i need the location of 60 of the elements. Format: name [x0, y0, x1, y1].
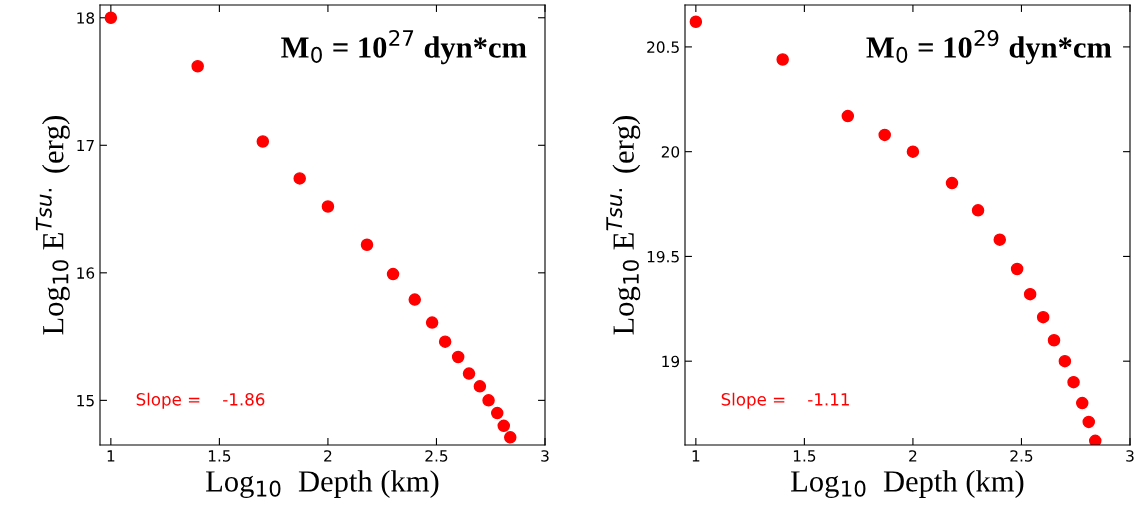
- y-tick-label: 20.5: [647, 41, 679, 53]
- x-tick-label: 2: [324, 450, 332, 462]
- point: [1023, 287, 1037, 301]
- point: [438, 335, 452, 348]
- x-axis-title: Log$_{10}$ Depth (km): [206, 470, 439, 498]
- x-axis-title: Log$_{10}$ Depth (km): [791, 470, 1024, 498]
- point: [104, 11, 118, 25]
- point: [841, 109, 855, 123]
- point: [1010, 262, 1024, 276]
- y-axis-title: Log$_{10}$ E$^{Tsu.}$ (erg): [35, 116, 70, 335]
- y-axis-title: Log$_{10}$ E$^{Tsu.}$ (erg): [606, 116, 641, 335]
- point: [1036, 310, 1050, 324]
- point: [1082, 415, 1096, 429]
- point: [321, 200, 335, 213]
- x-tick-label: 1.5: [793, 450, 816, 462]
- point: [256, 135, 270, 148]
- y-tick-label: 18: [77, 12, 95, 24]
- point: [191, 59, 204, 73]
- point: [906, 145, 920, 158]
- point: [971, 204, 985, 217]
- point: [1067, 375, 1080, 389]
- point: [473, 380, 487, 393]
- x-tick-label: 2.5: [425, 450, 448, 462]
- x-tick-label: 2.5: [1010, 450, 1033, 462]
- point: [386, 267, 400, 281]
- x-tick-label: 3: [1126, 450, 1134, 462]
- y-tick-label: 17: [77, 139, 94, 152]
- point: [689, 15, 703, 29]
- point: [878, 128, 891, 142]
- y-tick-label: 15: [77, 395, 94, 407]
- annotation: Slope = -1.11: [721, 392, 849, 409]
- annotation: M$_{0}$ = 10$^{27}$ dyn*cm: [281, 29, 527, 65]
- point: [945, 176, 959, 190]
- y-tick-label: 19.5: [647, 250, 679, 263]
- point: [504, 431, 517, 444]
- point: [1075, 396, 1089, 410]
- point: [293, 172, 306, 185]
- point: [497, 419, 511, 433]
- point: [776, 53, 789, 66]
- point: [482, 394, 495, 407]
- point: [993, 233, 1007, 246]
- point: [425, 316, 439, 329]
- x-tick-label: 3: [541, 450, 549, 462]
- point: [408, 293, 422, 306]
- annotation: Slope = -1.86: [136, 392, 265, 409]
- y-tick-label: 19: [662, 355, 680, 368]
- point: [1058, 354, 1072, 368]
- x-tick-label: 1.5: [208, 450, 231, 462]
- point: [490, 406, 504, 420]
- point: [360, 238, 374, 252]
- y-tick-label: 20: [661, 146, 680, 158]
- x-tick-label: 1: [107, 450, 115, 462]
- y-tick-label: 16: [77, 267, 95, 279]
- annotation: M$_{0}$ = 10$^{29}$ dyn*cm: [866, 29, 1112, 65]
- point: [462, 367, 476, 380]
- point: [451, 350, 465, 364]
- x-tick-label: 1: [692, 450, 700, 462]
- point: [1089, 434, 1102, 445]
- point: [1047, 333, 1061, 347]
- x-tick-label: 2: [909, 450, 917, 462]
